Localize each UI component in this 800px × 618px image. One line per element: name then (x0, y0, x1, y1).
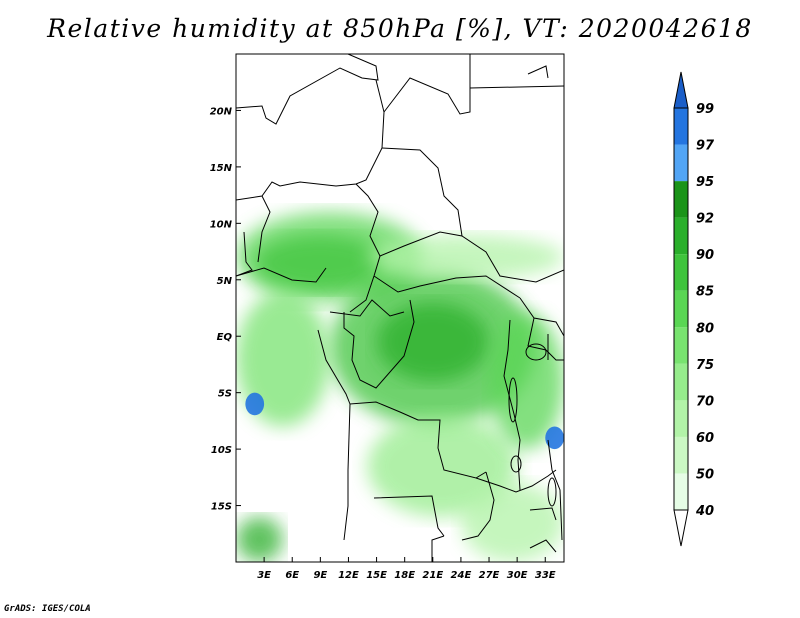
humidity-region-nigeria-cameroon-core (254, 234, 386, 292)
y-tick-label: 10N (210, 219, 233, 230)
colorbar-label: 97 (696, 139, 715, 154)
colorbar-segment (674, 363, 688, 401)
colorbar-segment (674, 181, 688, 218)
x-tick-label: 33E (535, 570, 556, 581)
colorbar-segment (674, 436, 688, 474)
colorbar-label: 99 (696, 102, 714, 117)
y-tick-label: 15N (210, 163, 233, 174)
colorbar-segment (674, 254, 688, 291)
y-tick-label: 5N (217, 276, 233, 287)
humidity-region-gulf-saturated-patch (245, 392, 265, 416)
colorbar-outline (673, 107, 689, 511)
y-axis: 20N 15N 10N 5N EQ 5S 10S 15S (210, 106, 241, 513)
humidity-region-lake-victoria-patch (545, 426, 564, 450)
colorbar-label: 70 (696, 394, 714, 409)
humidity-region-zambia-mozambique (460, 482, 564, 562)
y-tick-label: 20N (210, 106, 233, 117)
x-tick-label: 3E (257, 570, 271, 581)
colorbar-segment (674, 327, 688, 364)
colorbar-segment (674, 473, 688, 510)
x-tick-label: 27E (479, 570, 500, 581)
colorbar-label: 85 (696, 285, 714, 300)
x-tick-label: 21E (422, 570, 443, 581)
x-tick-label: 9E (313, 570, 327, 581)
map-area: 3E 6E 9E 12E 15E 18E 21E 24E 27E 30E 33E 20N 15N 10N… (210, 53, 565, 581)
colorbar-label: 60 (696, 431, 714, 446)
x-tick-label: 12E (338, 570, 359, 581)
colorbar: 40 50 60 70 75 80 85 90 92 95 97 99 (673, 71, 715, 547)
colorbar-segment (674, 144, 688, 182)
colorbar-segment (674, 217, 688, 255)
y-tick-label: 10S (211, 445, 232, 456)
colorbar-segment (674, 400, 688, 437)
country-borders (236, 54, 564, 562)
humidity-region-gulf-guinea-ocean (236, 291, 330, 427)
colorbar-segment (674, 108, 688, 145)
x-tick-label: 24E (451, 570, 472, 581)
x-tick-label: 30E (507, 570, 528, 581)
y-tick-label: 5S (218, 389, 232, 400)
y-tick-label: EQ (217, 332, 233, 343)
credit-text: GrADS: IGES/COLA (4, 604, 91, 614)
colorbar-label: 90 (696, 248, 714, 263)
colorbar-lower-triangle (673, 509, 689, 547)
colorbar-label: 80 (696, 321, 714, 336)
page-title: Relative humidity at 850hPa [%], VT: 202… (47, 14, 753, 43)
colorbar-label: 50 (696, 467, 714, 482)
lake-outlines (508, 65, 557, 507)
colorbar-label: 75 (696, 358, 714, 373)
colorbar-label: 40 (695, 504, 714, 519)
colorbar-segment (674, 290, 688, 328)
humidity-region-sahel-edge (367, 234, 564, 280)
colorbar-label: 92 (696, 212, 714, 227)
x-tick-label: 6E (285, 570, 299, 581)
humidity-region-congo-basin-core (376, 302, 490, 382)
x-tick-label: 18E (394, 570, 415, 581)
colorbar-label: 95 (696, 175, 714, 190)
x-tick-label: 15E (366, 570, 387, 581)
humidity-region-angola-east (367, 415, 518, 517)
colorbar-upper-triangle (673, 71, 689, 109)
y-tick-label: 15S (211, 502, 232, 513)
x-axis: 3E 6E 9E 12E 15E 18E 21E 24E 27E 30E 33E (257, 557, 556, 581)
humidity-region-southwest-corner (236, 516, 283, 562)
map-frame (235, 53, 565, 563)
